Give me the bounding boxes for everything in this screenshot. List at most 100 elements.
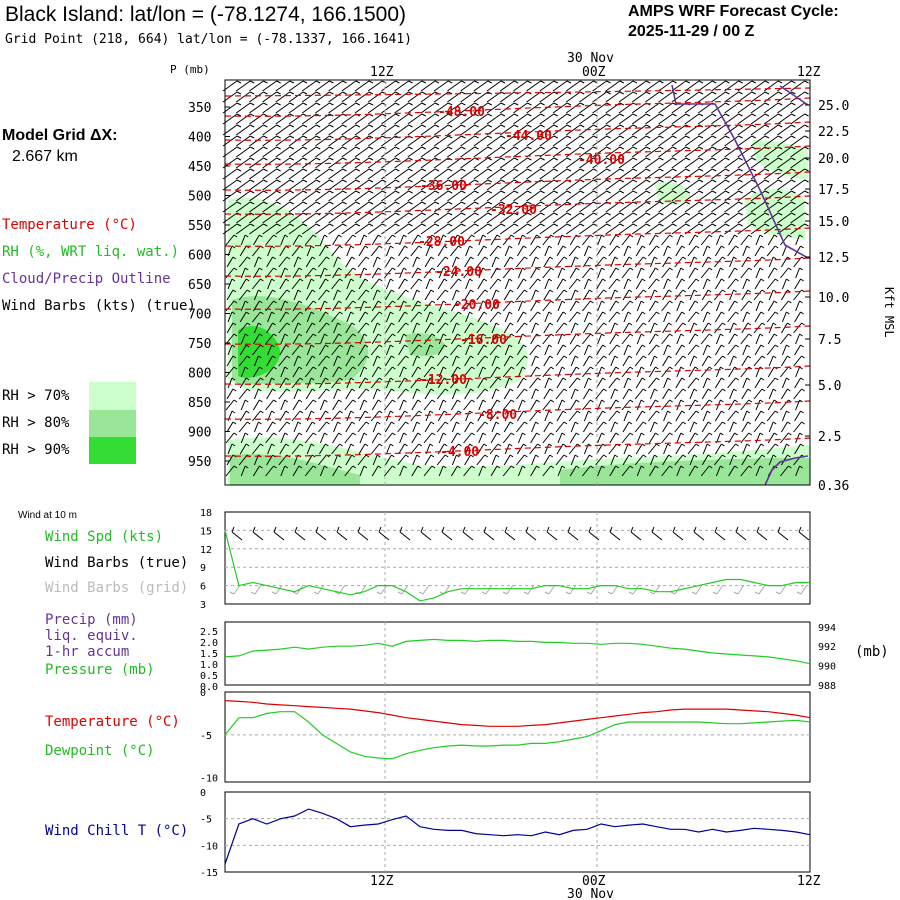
temperature-tick-label: -10 <box>200 774 218 785</box>
height-axis-title: Kft MSL <box>882 287 896 338</box>
wind-barb-true <box>399 526 411 541</box>
wind-barb-true <box>525 526 537 541</box>
precip-tick-label: 0.5 <box>200 671 218 682</box>
wind-panel-title: Wind at 10 m <box>18 510 77 521</box>
label-precip-accum: 1-hr accum <box>45 644 130 660</box>
label-wind-barbs-true: Wind Barbs (true) <box>45 555 189 571</box>
pressure-tick-label: 800 <box>188 367 211 382</box>
panel-frame-1 <box>224 621 811 686</box>
label-wind-chill: Wind Chill T (°C) <box>45 823 189 839</box>
grid-point-info: Grid Point (218, 664) lat/lon = (-78.133… <box>5 32 412 47</box>
panel-frame-2 <box>224 691 811 783</box>
isotherm-label: -48.00 <box>438 105 485 120</box>
isotherm-line-4 <box>224 195 811 215</box>
bottom-date-label: 30 Nov <box>567 887 614 900</box>
wind-barb-grid <box>775 584 787 595</box>
rh-region-9 <box>560 458 810 485</box>
panel-frame-0 <box>224 511 811 605</box>
pressure-tick-label: 550 <box>188 219 211 234</box>
wind-barb-grid <box>376 584 388 595</box>
wind-barb-true <box>567 526 579 541</box>
isotherm-line-3 <box>224 171 811 191</box>
isotherm-label: -4.00 <box>440 445 479 460</box>
isotherm-label: -16.00 <box>460 333 507 348</box>
pressure-tick-label: 450 <box>188 160 211 175</box>
cloud-outline-upper <box>671 84 809 259</box>
isotherm-line-10 <box>224 400 811 420</box>
isotherm-line-7 <box>224 290 811 310</box>
model-grid-value: 2.667 km <box>12 148 78 165</box>
wind-barb-true <box>714 526 726 541</box>
height-tick-label: 22.5 <box>818 125 849 140</box>
wind-barb-true <box>546 526 558 541</box>
wind-barb-true <box>756 526 768 541</box>
wind-tick-label: 12 <box>200 545 212 556</box>
wind-barb-grid <box>460 584 472 595</box>
pressure-unit: (mb) <box>855 644 889 660</box>
height-tick-label: 7.5 <box>818 333 841 348</box>
wind-barb-true <box>315 526 327 541</box>
wind-barb-grid <box>313 584 325 595</box>
legend-cloud-outline: Cloud/Precip Outline <box>2 271 171 287</box>
cloud-outline-corner <box>779 85 809 106</box>
wind-tick-label: 9 <box>200 563 206 574</box>
pressure-tick-label: 350 <box>188 101 211 116</box>
legend-temperature: Temperature (°C) <box>2 217 137 233</box>
wind-barb-true <box>336 526 348 541</box>
wind-barb-grid <box>271 584 283 595</box>
rh-region-6 <box>655 181 690 205</box>
label-temperature: Temperature (°C) <box>45 714 180 730</box>
label-precip: Precip (mm) <box>45 612 138 628</box>
wind-barb-true <box>735 526 747 541</box>
wind-barb-true <box>651 526 663 541</box>
wind-barb-grid <box>691 584 703 595</box>
wind-barb-true <box>252 526 264 541</box>
isotherm-label: -32.00 <box>490 203 537 218</box>
station-title: Black Island: lat/lon = (-78.1274, 166.1… <box>5 3 407 26</box>
isotherm-line-0 <box>224 97 811 117</box>
wind-barb-grid <box>502 584 514 595</box>
top-time-tick-12z-end: 12Z <box>797 65 821 80</box>
pressure-tick-label: 650 <box>188 278 211 293</box>
wind-barb-grid <box>418 584 430 595</box>
wind-tick-label: 6 <box>200 582 206 593</box>
cloud-outline <box>671 84 809 486</box>
wind-barb-true <box>420 526 432 541</box>
wind-barb-grid <box>670 584 682 595</box>
bottom-time-tick-12z-end: 12Z <box>797 874 821 889</box>
rh-legend-swatch-70 <box>89 382 136 410</box>
height-tick-label: 20.0 <box>818 152 849 167</box>
pressure-line <box>224 638 811 665</box>
legend-rh: RH (%, WRT liq. wat.) <box>2 244 180 260</box>
wind-barb-true <box>672 526 684 541</box>
pressure-tick-label: 850 <box>188 396 211 411</box>
wind-barb-true <box>777 526 789 541</box>
label-pressure: Pressure (mb) <box>45 662 155 678</box>
pressure-tick-label: 500 <box>188 190 211 205</box>
isotherms <box>224 87 811 457</box>
wind-barb-true <box>798 526 810 541</box>
isotherm-label: -24.00 <box>435 265 482 280</box>
wind-chill-tick-label: -10 <box>200 841 218 852</box>
height-tick-label: 2.5 <box>818 430 841 445</box>
temperature-tick-label: -5 <box>200 731 212 742</box>
isotherm-line-11 <box>224 437 811 457</box>
isotherm-label: -12.00 <box>420 373 467 388</box>
isotherm-label: -20.00 <box>453 298 500 313</box>
wind-barbs-xsection <box>222 80 809 477</box>
pressure-tick-label: 700 <box>188 308 211 323</box>
wind-barb-true <box>294 526 306 541</box>
isotherm-line-5 <box>224 227 811 247</box>
panel-frame-3 <box>224 791 811 873</box>
isotherm-line-8 <box>224 325 811 345</box>
wind-barb-true <box>588 526 600 541</box>
isotherm-label: -8.00 <box>478 408 517 423</box>
wind-chill-line <box>224 808 811 865</box>
wind-barb-grid <box>397 584 409 595</box>
temperature-line <box>224 700 811 727</box>
wind-chill-tick-label: 0 <box>200 788 206 799</box>
isotherm-label: -40.00 <box>578 153 625 168</box>
wind-barb-grid <box>733 584 745 595</box>
pressure-tick-label: 600 <box>188 249 211 264</box>
forecast-cycle-value: 2025-11-29 / 00 Z <box>628 23 755 40</box>
